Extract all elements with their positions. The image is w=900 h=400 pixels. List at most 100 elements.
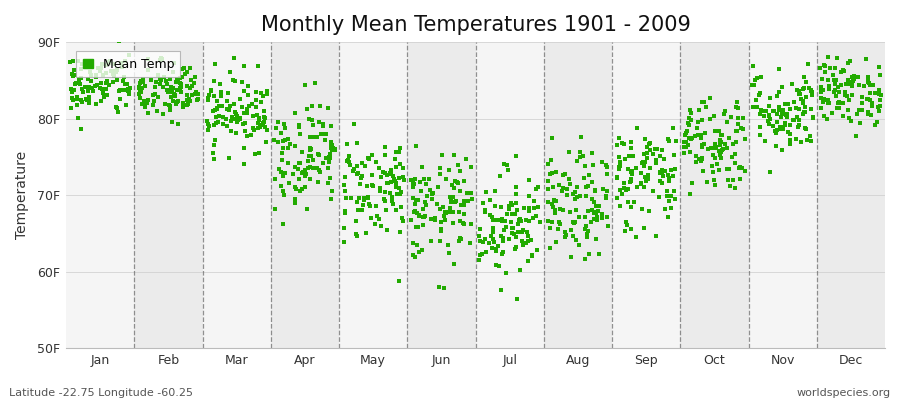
Point bbox=[352, 194, 366, 201]
Point bbox=[796, 100, 810, 106]
Point bbox=[779, 111, 794, 118]
Point bbox=[386, 173, 400, 180]
Point bbox=[783, 106, 797, 112]
Point bbox=[168, 79, 183, 86]
Point bbox=[783, 130, 797, 137]
Point bbox=[110, 105, 124, 112]
Point bbox=[298, 172, 312, 179]
Point bbox=[154, 77, 168, 83]
Point bbox=[288, 199, 302, 206]
Point bbox=[799, 125, 814, 132]
Point bbox=[486, 239, 500, 246]
Point bbox=[229, 130, 243, 136]
Point bbox=[553, 206, 567, 212]
Point bbox=[622, 152, 636, 159]
Point bbox=[373, 188, 387, 194]
Point bbox=[815, 99, 830, 105]
Point bbox=[132, 87, 147, 94]
Point bbox=[210, 106, 224, 112]
Point bbox=[135, 100, 149, 107]
Point bbox=[64, 94, 78, 101]
Point bbox=[237, 160, 251, 167]
Point bbox=[276, 188, 291, 194]
Point bbox=[842, 81, 856, 87]
Point bbox=[703, 116, 717, 122]
Point bbox=[549, 169, 563, 175]
Point bbox=[133, 78, 148, 84]
Point bbox=[185, 92, 200, 98]
Point bbox=[150, 108, 165, 114]
Bar bbox=[475, 42, 544, 348]
Point bbox=[178, 71, 193, 77]
Point bbox=[304, 146, 319, 152]
Point bbox=[710, 160, 724, 167]
Point bbox=[396, 174, 410, 180]
Point bbox=[873, 72, 887, 78]
Point bbox=[787, 117, 801, 124]
Point bbox=[750, 104, 764, 110]
Point bbox=[464, 221, 479, 227]
Point bbox=[757, 112, 771, 119]
Point bbox=[348, 217, 363, 224]
Point bbox=[453, 168, 467, 174]
Point bbox=[640, 149, 654, 156]
Point bbox=[865, 102, 879, 109]
Bar bbox=[749, 42, 817, 348]
Point bbox=[483, 212, 498, 218]
Point bbox=[411, 213, 426, 219]
Point bbox=[694, 135, 708, 141]
Point bbox=[774, 114, 788, 120]
Point bbox=[68, 81, 83, 88]
Point bbox=[752, 132, 767, 138]
Point bbox=[328, 147, 343, 153]
Point bbox=[598, 162, 613, 169]
Point bbox=[685, 135, 699, 141]
Point bbox=[541, 160, 555, 167]
Point bbox=[276, 192, 291, 198]
Point bbox=[708, 144, 723, 150]
Point bbox=[161, 88, 176, 95]
Point bbox=[174, 75, 188, 81]
Point bbox=[95, 89, 110, 96]
Point bbox=[683, 136, 698, 142]
Point bbox=[516, 227, 530, 234]
Point bbox=[473, 226, 488, 232]
Point bbox=[410, 224, 425, 230]
Point bbox=[814, 84, 828, 91]
Point bbox=[437, 209, 452, 216]
Point bbox=[495, 218, 509, 224]
Point bbox=[120, 81, 134, 87]
Point bbox=[713, 142, 727, 148]
Point bbox=[618, 155, 633, 162]
Point bbox=[219, 116, 233, 122]
Point bbox=[132, 85, 147, 91]
Point bbox=[188, 91, 202, 98]
Point bbox=[873, 96, 887, 103]
Point bbox=[820, 53, 834, 60]
Point bbox=[102, 60, 116, 66]
Point bbox=[598, 195, 613, 202]
Point bbox=[496, 248, 510, 255]
Point bbox=[754, 106, 769, 113]
Point bbox=[184, 77, 198, 84]
Point bbox=[589, 236, 603, 242]
Point bbox=[695, 142, 709, 148]
Point bbox=[730, 128, 744, 134]
Point bbox=[343, 162, 357, 168]
Point bbox=[588, 188, 602, 194]
Point bbox=[736, 115, 751, 121]
Point bbox=[478, 206, 492, 213]
Point bbox=[579, 192, 593, 199]
Point bbox=[378, 152, 392, 158]
Point bbox=[530, 247, 544, 253]
Point bbox=[640, 144, 654, 150]
Point bbox=[364, 215, 378, 222]
Point bbox=[337, 182, 351, 188]
Point bbox=[288, 184, 302, 191]
Point bbox=[585, 150, 599, 156]
Point bbox=[598, 193, 613, 199]
Point bbox=[408, 208, 422, 214]
Point bbox=[414, 188, 428, 194]
Point bbox=[446, 182, 460, 188]
Point bbox=[589, 188, 603, 194]
